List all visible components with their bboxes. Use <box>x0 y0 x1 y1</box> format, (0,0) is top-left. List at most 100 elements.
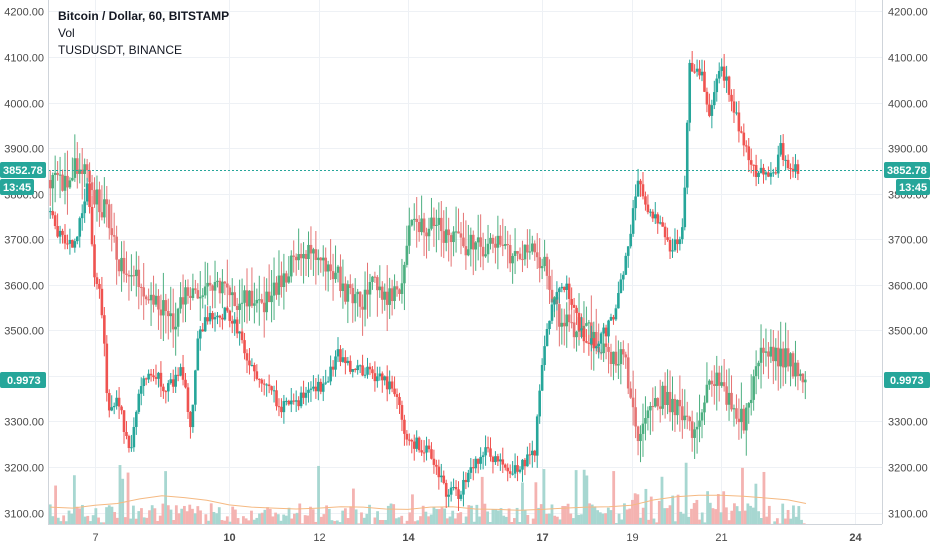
tusd-candle <box>516 250 519 262</box>
btc-candle <box>496 453 500 467</box>
btc-candle <box>380 371 384 393</box>
y-tick-label-left: 3700.00 <box>4 235 44 247</box>
volume-bar <box>580 514 583 524</box>
tusd-candle <box>494 236 497 264</box>
btc-candle <box>403 414 406 446</box>
tusd-candle <box>245 268 249 324</box>
tusd-candle <box>779 321 783 389</box>
volume-bar <box>166 505 170 524</box>
volume-bar <box>271 516 275 524</box>
btc-candle <box>599 331 603 355</box>
volume-bar <box>319 516 323 524</box>
tusd-candle <box>511 253 514 284</box>
btc-candle <box>634 184 637 221</box>
tusd-candle <box>447 217 450 262</box>
btc-candle <box>619 273 623 294</box>
tusd-candle <box>636 425 640 456</box>
tusd-candle <box>358 291 362 318</box>
volume-bar <box>266 507 269 524</box>
volume-bar <box>674 521 677 524</box>
volume-bar <box>290 518 294 524</box>
volume-bar <box>362 517 366 524</box>
volume-bar <box>722 491 726 524</box>
btc-candle <box>444 479 448 508</box>
tusd-candle <box>804 371 807 400</box>
btc-candle <box>137 389 141 415</box>
btc-candle <box>348 355 352 375</box>
tusd-candle <box>373 271 377 283</box>
volume-bar <box>75 506 79 524</box>
volume-bar <box>462 523 465 525</box>
tusd-candle <box>376 275 379 317</box>
btc-candle <box>786 154 790 170</box>
btc-candle <box>125 421 128 440</box>
volume-bar <box>537 507 540 524</box>
tusd-candle <box>786 330 790 372</box>
volume-bar <box>794 516 798 524</box>
btc-candle <box>567 277 571 311</box>
volume-bar <box>421 505 425 524</box>
btc-candle <box>590 325 593 352</box>
volume-bar <box>322 514 326 524</box>
volume-bar <box>523 509 527 524</box>
tusd-candle <box>742 404 746 434</box>
btc-candle <box>388 370 391 395</box>
volume-bar <box>561 505 565 524</box>
volume-bar <box>368 504 371 524</box>
tusd-candle <box>307 231 310 278</box>
btc-candle <box>334 350 337 377</box>
volume-bar <box>432 506 436 524</box>
tusd-candle <box>58 156 62 199</box>
volume-bar <box>276 514 280 524</box>
volume-bar <box>727 520 731 524</box>
tusd-candle <box>196 283 200 300</box>
btc-candle <box>285 397 288 406</box>
volume-bar <box>708 502 712 524</box>
btc-candle <box>226 306 229 313</box>
volume-bar <box>386 505 390 524</box>
tusd-candle <box>206 262 209 306</box>
btc-candle <box>410 438 414 454</box>
tusd-candle <box>201 288 205 309</box>
y-tick-label-left: 3100.00 <box>4 509 44 521</box>
btc-candle <box>115 390 118 410</box>
y-tick-label-right: 3900.00 <box>888 144 928 156</box>
tusd-candle <box>171 288 175 348</box>
volume-bar <box>408 512 412 524</box>
volume-bar <box>649 496 653 524</box>
volume-bar <box>547 513 551 524</box>
tusd-candle <box>243 285 246 323</box>
tusd-candle <box>317 249 320 276</box>
tusd-candle <box>93 177 96 208</box>
tusd-candle <box>668 370 672 422</box>
volume-bar <box>295 512 299 524</box>
btc-candle <box>459 490 463 502</box>
tusd-candle <box>449 232 453 267</box>
btc-candle <box>491 455 495 474</box>
tusd-candle <box>710 370 714 397</box>
btc-candle <box>383 375 387 386</box>
volume-bar <box>260 512 264 524</box>
tusd-candle <box>501 218 505 257</box>
tusd-candle <box>83 158 86 188</box>
volume-bar <box>558 519 562 524</box>
volume-bar <box>51 516 55 524</box>
btc-candle <box>471 458 475 481</box>
volume-bar <box>679 511 683 524</box>
btc-candle <box>506 463 510 482</box>
volume-bar <box>443 508 447 524</box>
volume-bar <box>475 504 479 524</box>
volume-bar <box>499 508 503 524</box>
tusd-candle <box>484 238 487 258</box>
y-tick-label-right: 3500.00 <box>888 326 928 338</box>
volume-bar <box>743 510 747 524</box>
btc-candle <box>543 335 546 371</box>
volume-bar <box>311 509 315 524</box>
tusd-candle <box>417 215 421 242</box>
btc-candle <box>666 227 669 242</box>
btc-candle <box>90 195 94 247</box>
x-tick-label: 7 <box>92 532 98 544</box>
volume-bar <box>445 518 449 524</box>
tusd-candle <box>137 255 141 310</box>
